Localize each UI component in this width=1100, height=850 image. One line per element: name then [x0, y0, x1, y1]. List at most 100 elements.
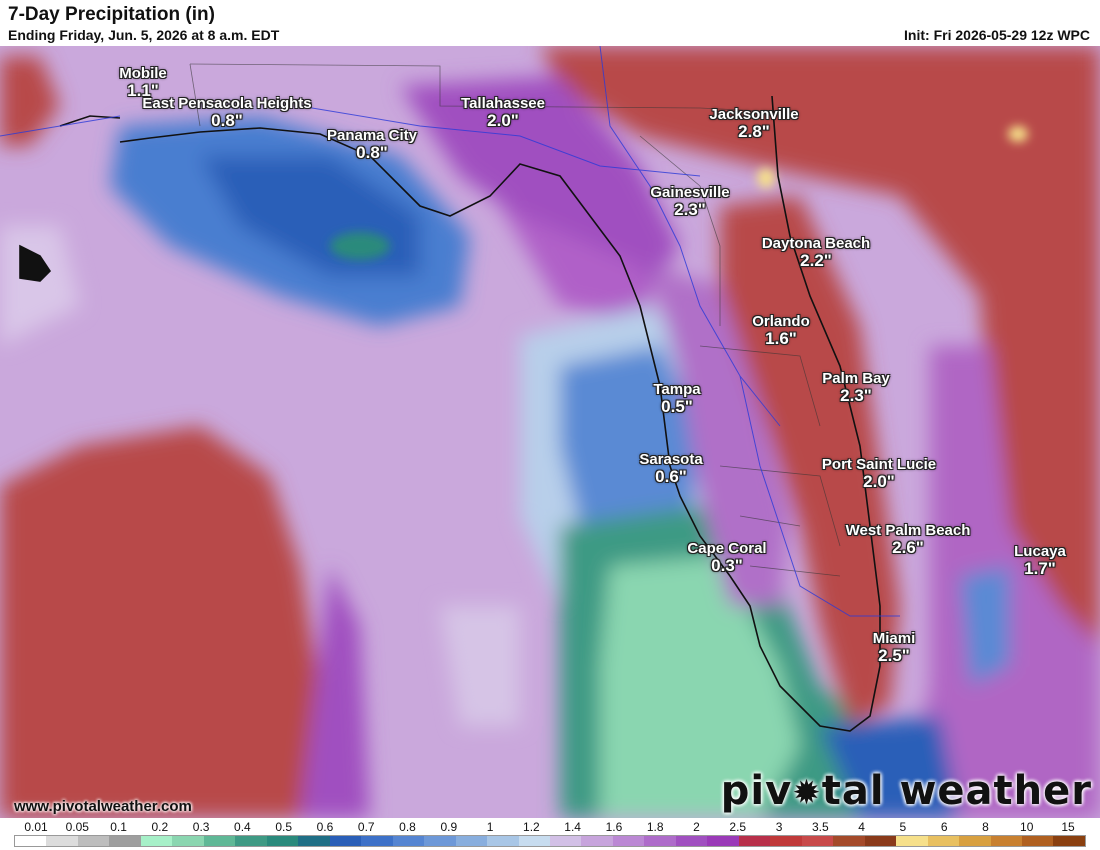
- legend-tick-label: 0.4: [234, 820, 251, 834]
- city-value: 1.7": [1024, 558, 1056, 578]
- city-value: 2.5": [878, 645, 910, 665]
- legend-swatch: [518, 836, 550, 846]
- city-value: 2.0": [487, 110, 519, 130]
- brand-text-end: tal weather: [821, 768, 1092, 814]
- city-name: Tampa: [653, 381, 701, 398]
- legend-swatch: [738, 836, 771, 846]
- gear-icon: ✹: [792, 773, 822, 813]
- legend-swatch: [864, 836, 897, 846]
- legend-color-bar: [14, 835, 1086, 847]
- legend-tick-label: 4: [858, 820, 865, 834]
- city-name: West Palm Beach: [845, 522, 971, 539]
- city-value: 0.5": [661, 396, 693, 416]
- legend-swatch: [612, 836, 645, 846]
- city-label-miami: Miami 2.5": [873, 631, 916, 665]
- coastline: [19, 95, 881, 732]
- legend-swatch: [77, 836, 110, 846]
- legend-tick-label: 2.5: [729, 820, 747, 834]
- legend-tick-label: 5: [899, 820, 907, 834]
- city-name: Palm Bay: [822, 370, 890, 387]
- init-time: Init: Fri 2026-05-29 12z WPC: [904, 27, 1090, 43]
- city-value: 2.0": [863, 471, 895, 491]
- legend-swatch: [140, 836, 173, 846]
- legend-swatch: [487, 836, 519, 846]
- legend-swatch: [927, 836, 960, 846]
- city-value: 1.1": [127, 80, 159, 100]
- legend-swatch: [15, 836, 47, 846]
- legend-swatch: [770, 836, 802, 846]
- legend-tick-label: 0.3: [192, 820, 210, 834]
- city-label-jacksonville: Jacksonville 2.8": [709, 107, 798, 141]
- city-value: 2.3": [674, 199, 706, 219]
- boundaries: [189, 63, 841, 577]
- map-canvas: [0, 46, 1100, 818]
- legend-swatch: [581, 836, 613, 846]
- legend-swatch: [1022, 836, 1054, 846]
- legend-swatch: [203, 836, 236, 846]
- legend-tick-label: 1.8: [646, 820, 664, 834]
- legend-swatch: [707, 836, 739, 846]
- city-name: Jacksonville: [709, 106, 799, 123]
- legend-tick-label: 3.5: [811, 820, 829, 834]
- city-label-cape-coral: Cape Coral 0.3": [687, 541, 766, 575]
- city-value: 0.8": [211, 110, 243, 130]
- city-label-tallahassee: Tallahassee 2.0": [461, 96, 545, 130]
- city-label-west-palm-beach: West Palm Beach 2.6": [846, 523, 971, 557]
- city-name: Lucaya: [1014, 543, 1066, 560]
- legend-swatch: [455, 836, 488, 846]
- city-value: 2.2": [800, 250, 832, 270]
- legend-swatch: [392, 836, 425, 846]
- legend-tick-label: 8: [982, 820, 989, 834]
- city-label-port-saint-lucie: Port Saint Lucie 2.0": [822, 457, 936, 491]
- city-name: Gainesville: [650, 184, 730, 201]
- legend-swatch: [172, 836, 204, 846]
- legend-swatch: [675, 836, 708, 846]
- legend-tick-label: 1.2: [523, 820, 540, 834]
- city-name: Sarasota: [639, 451, 703, 468]
- legend-tick-label: 0.1: [110, 820, 127, 834]
- legend-tick-label: 0.05: [65, 820, 89, 834]
- city-name: Port Saint Lucie: [821, 456, 937, 473]
- city-value: 2.8": [738, 121, 770, 141]
- legend-swatch: [896, 836, 928, 846]
- legend-swatch: [266, 836, 299, 846]
- legend-tick-label: 0.7: [357, 820, 375, 834]
- city-label-gainesville: Gainesville 2.3": [650, 185, 729, 219]
- city-name: Mobile: [119, 65, 167, 82]
- map-title: 7-Day Precipitation (in): [8, 4, 215, 25]
- legend-tick-label: 15: [1061, 820, 1075, 834]
- legend-tick-label: 2: [693, 820, 700, 834]
- legend-tick-label: 6: [940, 820, 948, 834]
- legend-swatch: [424, 836, 456, 846]
- city-name: Daytona Beach: [761, 235, 871, 252]
- city-label-mobile: Mobile 1.1": [119, 66, 167, 100]
- city-label-orlando: Orlando 1.6": [752, 314, 810, 348]
- legend-tick-label: 1: [486, 820, 494, 834]
- legend-tick-label: 0.8: [399, 820, 416, 834]
- city-value: 0.3": [711, 555, 743, 575]
- legend-swatch: [109, 836, 141, 846]
- legend-swatch: [644, 836, 676, 846]
- map-header: 7-Day Precipitation (in) Ending Friday, …: [0, 0, 1100, 46]
- legend-tick-label: 0.5: [275, 820, 293, 834]
- legend-tick-label: 0.9: [440, 820, 458, 834]
- legend-tick-label: 1.4: [564, 820, 581, 834]
- legend-tick-label: 10: [1020, 820, 1034, 834]
- city-name: East Pensacola Heights: [142, 95, 312, 112]
- city-label-lucaya: Lucaya 1.7": [1014, 544, 1066, 578]
- precip-field: [0, 46, 1100, 818]
- city-label-east-pensacola-heights: East Pensacola Heights 0.8": [142, 96, 311, 130]
- valid-time: Ending Friday, Jun. 5, 2026 at 8 a.m. ED…: [8, 27, 280, 43]
- legend-tick-label: 0.6: [316, 820, 334, 834]
- legend-swatch: [833, 836, 865, 846]
- legend-tick-label: 0.2: [151, 820, 169, 834]
- city-name: Cape Coral: [687, 540, 767, 557]
- precipitation-map[interactable]: Mobile 1.1" East Pensacola Heights 0.8" …: [0, 46, 1100, 818]
- legend-swatch: [235, 836, 267, 846]
- brand-text-start: piv: [720, 768, 793, 814]
- legend-tick-label: 1.6: [605, 820, 623, 834]
- city-label-tampa: Tampa 0.5": [653, 382, 700, 416]
- legend-swatch: [549, 836, 582, 846]
- legend-swatch: [959, 836, 991, 846]
- rivers: [0, 46, 900, 617]
